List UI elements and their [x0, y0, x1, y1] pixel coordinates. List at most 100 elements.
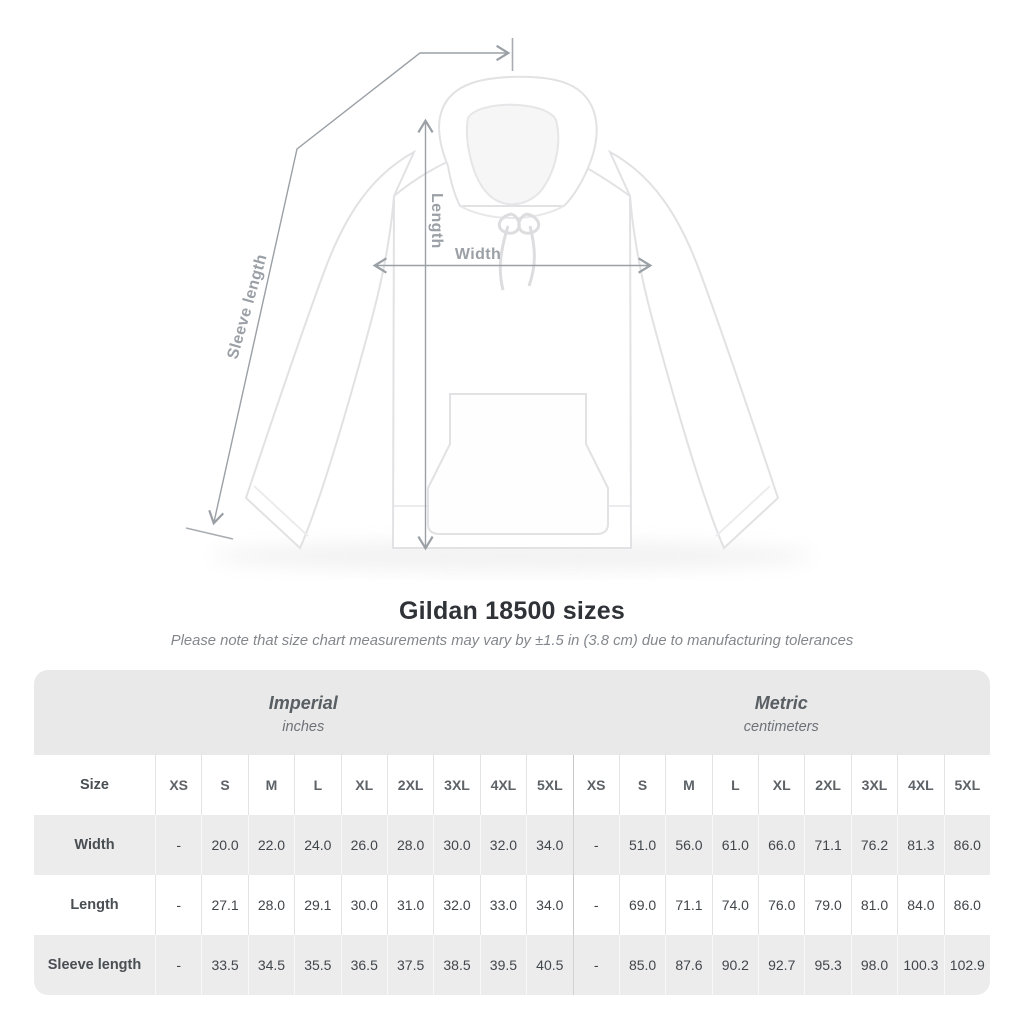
value-cell-metric: 98.0 [850, 935, 897, 995]
value-cell-imperial: - [155, 935, 201, 995]
value-cell-metric: 92.7 [758, 935, 804, 995]
size-header-metric-3xl: 3XL [850, 755, 897, 815]
value-cell-imperial: 33.0 [479, 875, 526, 935]
size-header-metric-5xl: 5XL [943, 755, 990, 815]
value-cell-metric: 74.0 [711, 875, 758, 935]
measurement-row: Sleeve length -33.5 34.5 35.5 36.5 37.5 38.5 39… [34, 935, 990, 995]
sleeve-tick-bottom [185, 527, 234, 540]
value-cell-metric: 100.3 [897, 935, 943, 995]
size-grid: Size XS S M L XL 2XL 3XL 4XL 5XL XS S M L XL 2XL 3XL 4XL 5… [34, 755, 990, 995]
value-cell-metric: 71.1 [665, 875, 711, 935]
hoodie-shadow [212, 541, 812, 571]
value-cell-imperial: 36.5 [340, 935, 387, 995]
value-cell-metric: 90.2 [711, 935, 758, 995]
value-cell-metric: - [572, 875, 619, 935]
value-cell-imperial: 26.0 [340, 815, 387, 875]
value-cell-imperial: 35.5 [294, 935, 340, 995]
value-cell-imperial: 30.0 [340, 875, 387, 935]
size-header-metric-xl: XL [758, 755, 804, 815]
size-table: Imperial inches Metric centimeters Size X… [34, 670, 990, 995]
imperial-unit-label: inches [282, 718, 325, 735]
value-cell-imperial: 29.1 [294, 875, 340, 935]
hoodie-measurement-diagram: Width Length Sleeve length [185, 38, 812, 571]
value-cell-metric: 51.0 [618, 815, 665, 875]
unit-group-metric: Metric centimeters [573, 670, 991, 755]
value-cell-metric: - [572, 935, 619, 995]
value-cell-metric: 69.0 [618, 875, 665, 935]
size-header-imperial-4xl: 4XL [479, 755, 526, 815]
size-header-imperial-xs: XS [155, 755, 201, 815]
imperial-label: Imperial [268, 692, 338, 713]
value-cell-imperial: 38.5 [433, 935, 479, 995]
hoodie-right-sleeve [607, 149, 780, 550]
size-header-metric-l: L [711, 755, 758, 815]
value-cell-imperial: 22.0 [247, 815, 294, 875]
row-label: Sleeve length [47, 957, 142, 973]
value-cell-metric: 56.0 [665, 815, 711, 875]
tolerance-note: Please note that size chart measurements… [170, 633, 854, 649]
size-header-imperial-xl: XL [340, 755, 387, 815]
value-cell-imperial: 39.5 [479, 935, 526, 995]
value-cell-metric: 86.0 [943, 875, 990, 935]
size-header-imperial-2xl: 2XL [386, 755, 433, 815]
value-cell-metric: 86.0 [943, 815, 990, 875]
measurement-row: Width -20.0 22.0 24.0 26.0 28.0 30.0 32.0 34.0-5… [34, 815, 990, 875]
metric-label: Metric [754, 692, 808, 713]
size-header-metric-m: M [665, 755, 711, 815]
value-cell-metric: 95.3 [804, 935, 850, 995]
size-header-metric-2xl: 2XL [804, 755, 850, 815]
value-cell-imperial: 34.0 [526, 815, 572, 875]
value-cell-imperial: - [155, 875, 201, 935]
width-label: Width [455, 246, 501, 263]
hoodie-left-sleeve [244, 149, 417, 550]
measurement-row: Length -27.1 28.0 29.1 30.0 31.0 32.0 33.0 34.0-… [34, 875, 990, 935]
row-label: Width [74, 837, 115, 853]
length-label: Length [428, 193, 445, 249]
value-cell-imperial: 30.0 [433, 815, 479, 875]
size-header-metric-s: S [618, 755, 665, 815]
unit-group-imperial: Imperial inches [34, 670, 573, 755]
size-column-label: Size [79, 777, 109, 793]
value-cell-imperial: 40.5 [526, 935, 572, 995]
value-cell-imperial: - [155, 815, 201, 875]
value-cell-imperial: 28.0 [247, 875, 294, 935]
value-cell-imperial: 34.5 [247, 935, 294, 995]
sleeve-measure-line [208, 44, 511, 526]
size-header-imperial-5xl: 5XL [526, 755, 572, 815]
value-cell-imperial: 24.0 [294, 815, 340, 875]
size-header-imperial-m: M [247, 755, 294, 815]
value-cell-metric: 84.0 [897, 875, 943, 935]
value-cell-imperial: 27.1 [201, 875, 247, 935]
hoodie-diagram: Width Length Sleeve length [185, 38, 812, 571]
size-header-imperial-s: S [201, 755, 247, 815]
value-cell-metric: 71.1 [804, 815, 850, 875]
value-cell-metric: 76.2 [850, 815, 897, 875]
hoodie-pocket [427, 393, 609, 535]
value-cell-imperial: 31.0 [386, 875, 433, 935]
value-cell-imperial: 28.0 [386, 815, 433, 875]
size-header-metric-4xl: 4XL [897, 755, 943, 815]
hoodie-image [244, 75, 780, 550]
value-cell-metric: 61.0 [711, 815, 758, 875]
size-header-row: Size XS S M L XL 2XL 3XL 4XL 5XL XS S M L XL 2XL 3XL 4XL 5… [34, 755, 990, 815]
value-cell-imperial: 33.5 [201, 935, 247, 995]
size-header-imperial-3xl: 3XL [433, 755, 479, 815]
units-header-band: Imperial inches Metric centimeters [34, 670, 990, 755]
value-cell-imperial: 32.0 [433, 875, 479, 935]
value-cell-metric: 81.3 [897, 815, 943, 875]
value-cell-metric: 87.6 [665, 935, 711, 995]
value-cell-imperial: 34.0 [526, 875, 572, 935]
value-cell-metric: - [572, 815, 619, 875]
page-title: Gildan 18500 sizes [399, 597, 625, 625]
size-header-imperial-l: L [294, 755, 340, 815]
value-cell-metric: 66.0 [758, 815, 804, 875]
value-cell-metric: 79.0 [804, 875, 850, 935]
value-cell-imperial: 20.0 [201, 815, 247, 875]
sleeve-length-label: Sleeve length [225, 252, 271, 361]
size-header-metric-xs: XS [572, 755, 619, 815]
value-cell-metric: 76.0 [758, 875, 804, 935]
metric-unit-label: centimeters [743, 718, 819, 735]
value-cell-metric: 81.0 [850, 875, 897, 935]
value-cell-metric: 102.9 [943, 935, 990, 995]
